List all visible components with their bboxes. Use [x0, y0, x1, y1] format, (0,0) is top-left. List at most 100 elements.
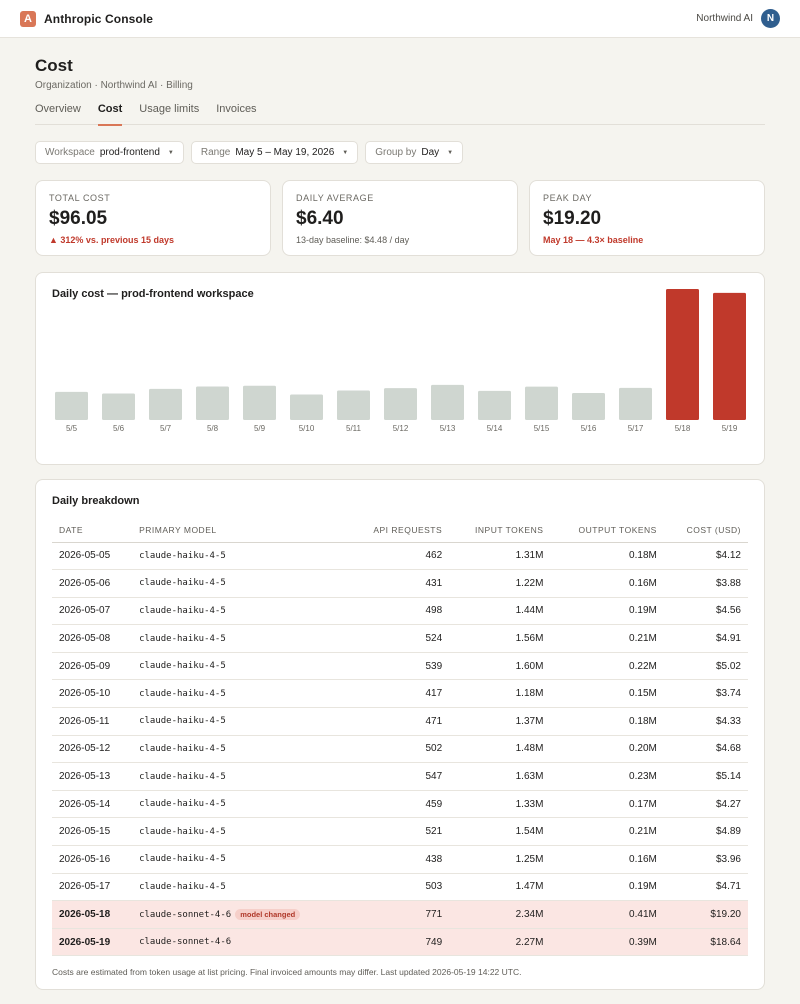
tab-cost[interactable]: Cost: [97, 103, 123, 126]
table-row[interactable]: 2026-05-11 claude-haiku-4-5 471 1.37M 0.18M $…: [52, 707, 748, 736]
bar-5-15[interactable]: [525, 386, 558, 420]
avatar[interactable]: N: [761, 9, 780, 28]
table-row[interactable]: 2026-05-12 claude-haiku-4-5 502 1.48M 0.20M $…: [52, 735, 748, 764]
model-cell: claude-haiku-4-5: [132, 569, 348, 598]
cost-cell: $4.56: [663, 597, 748, 626]
column-header-input-tokens: INPUT TOKENS: [449, 519, 551, 543]
cost-cell: $4.12: [663, 542, 748, 571]
bar-5-10[interactable]: [290, 394, 323, 420]
stat-card-total-cost: TOTAL COST $96.05 ▲ 312% vs. previous 15 d…: [35, 180, 271, 256]
x-tick-label: 5/14: [487, 424, 503, 433]
api-requests-cell: 502: [347, 735, 450, 764]
anthropic-logo-icon: A: [20, 10, 36, 27]
chevron-down-icon: ▼: [167, 149, 174, 156]
app-name: Anthropic Console: [44, 11, 154, 26]
cost-cell: $3.74: [663, 679, 748, 709]
api-requests-cell: 771: [347, 900, 450, 929]
bar-5-16[interactable]: [572, 392, 605, 420]
table-row[interactable]: 2026-05-09 claude-haiku-4-5 539 1.60M 0.22M $…: [52, 652, 748, 681]
bar-5-14[interactable]: [478, 390, 511, 420]
bar-5-13[interactable]: [431, 384, 464, 420]
bar-5-6[interactable]: [102, 393, 135, 420]
bar-5-5[interactable]: [55, 391, 88, 420]
input-tokens-cell: 1.63M: [449, 762, 551, 791]
model-name: claude-sonnet-4-6: [139, 910, 232, 921]
stat-label: DAILY AVERAGE: [296, 193, 374, 203]
model-cell: claude-haiku-4-5: [132, 679, 348, 709]
x-tick-label: 5/7: [160, 424, 172, 433]
table-row[interactable]: 2026-05-06 claude-haiku-4-5 431 1.22M 0.16M $…: [52, 569, 748, 598]
stat-note: ▲ 312% vs. previous 15 days: [49, 235, 174, 245]
model-cell: claude-haiku-4-5: [132, 542, 348, 571]
org-switcher[interactable]: Northwind AI N: [696, 9, 780, 28]
table-row[interactable]: 2026-05-18 claude-sonnet-4-6 model changed…: [52, 900, 748, 929]
filter-label: Workspace: [45, 147, 95, 158]
bar-5-11[interactable]: [337, 390, 370, 420]
date-cell: 2026-05-14: [52, 790, 133, 819]
model-cell: claude-haiku-4-5: [132, 624, 348, 653]
model-cell: claude-haiku-4-5: [132, 845, 348, 874]
stat-value: $6.40: [296, 208, 344, 229]
output-tokens-cell: 0.21M: [550, 624, 664, 653]
brand[interactable]: A Anthropic Console: [20, 10, 154, 27]
bar-5-9[interactable]: [243, 385, 276, 420]
model-cell: claude-sonnet-4-6 model changed: [132, 900, 348, 929]
breadcrumb: Organization · Northwind AI · Billing: [35, 80, 193, 91]
table-title: Daily breakdown: [52, 495, 140, 507]
table-row[interactable]: 2026-05-14 claude-haiku-4-5 459 1.33M 0.17M $…: [52, 790, 748, 819]
api-requests-cell: 547: [347, 762, 450, 791]
input-tokens-cell: 1.37M: [449, 707, 551, 736]
table-row[interactable]: 2026-05-16 claude-haiku-4-5 438 1.25M 0.16M $…: [52, 845, 748, 874]
bar-5-12[interactable]: [384, 388, 417, 420]
filter-value: prod-frontend: [99, 147, 160, 158]
chevron-down-icon: ▼: [342, 149, 349, 156]
table-row[interactable]: 2026-05-13 claude-haiku-4-5 547 1.63M 0.23M $…: [52, 762, 748, 791]
output-tokens-cell: 0.22M: [550, 652, 664, 681]
input-tokens-cell: 1.44M: [449, 597, 551, 626]
model-cell: claude-haiku-4-5: [132, 790, 348, 819]
x-tick-label: 5/12: [393, 424, 409, 433]
table-row[interactable]: 2026-05-07 claude-haiku-4-5 498 1.44M 0.19M $…: [52, 597, 748, 626]
model-cell: claude-sonnet-4-6: [132, 928, 348, 957]
cost-cell: $4.33: [663, 707, 748, 736]
date-cell: 2026-05-09: [52, 652, 133, 681]
table-row[interactable]: 2026-05-05 claude-haiku-4-5 462 1.31M 0.18M $…: [52, 542, 748, 571]
input-tokens-cell: 2.34M: [449, 900, 551, 929]
column-header-primary-model: PRIMARY MODEL: [132, 519, 348, 543]
table-row[interactable]: 2026-05-17 claude-haiku-4-5 503 1.47M 0.19M $…: [52, 873, 748, 902]
date-cell: 2026-05-05: [52, 542, 133, 571]
bar-5-19[interactable]: [713, 292, 746, 420]
table-row[interactable]: 2026-05-08 claude-haiku-4-5 524 1.56M 0.21M $…: [52, 624, 748, 653]
input-tokens-cell: 1.56M: [449, 624, 551, 653]
tab-usage-limits[interactable]: Usage limits: [139, 103, 200, 115]
tab-invoices[interactable]: Invoices: [216, 103, 257, 115]
filter-group-by[interactable]: Group by Day ▼: [365, 141, 464, 164]
bar-5-17[interactable]: [619, 387, 652, 420]
filter-workspace[interactable]: Workspace prod-frontend ▼: [35, 141, 184, 164]
bar-5-8[interactable]: [196, 386, 229, 420]
date-cell: 2026-05-13: [52, 762, 133, 791]
model-name: claude-haiku-4-5: [139, 771, 226, 782]
date-cell: 2026-05-08: [52, 624, 133, 653]
bar-5-7[interactable]: [149, 388, 182, 420]
model-name: claude-haiku-4-5: [139, 688, 226, 699]
table-row[interactable]: 2026-05-10 claude-haiku-4-5 417 1.18M 0.15M $…: [52, 679, 748, 709]
tab-overview[interactable]: Overview: [35, 103, 81, 115]
api-requests-cell: 431: [347, 569, 450, 598]
date-cell: 2026-05-17: [52, 873, 133, 902]
x-tick-label: 5/8: [207, 424, 219, 433]
filter-range[interactable]: Range May 5 – May 19, 2026 ▼: [190, 141, 359, 164]
api-requests-cell: 459: [347, 790, 450, 819]
output-tokens-cell: 0.39M: [550, 928, 664, 957]
output-tokens-cell: 0.19M: [550, 597, 664, 626]
table-row[interactable]: 2026-05-15 claude-haiku-4-5 521 1.54M 0.21M $…: [52, 817, 748, 847]
x-tick-label: 5/13: [440, 424, 456, 433]
stat-value: $96.05: [49, 208, 108, 229]
column-header-cost-usd: COST (USD): [663, 519, 748, 543]
table-row[interactable]: 2026-05-19 claude-sonnet-4-6 749 2.27M 0.39M…: [52, 928, 748, 957]
model-name: claude-haiku-4-5: [139, 799, 226, 810]
bar-5-18[interactable]: [666, 289, 699, 420]
filter-bar: Workspace prod-frontend ▼ Range May 5 – May …: [35, 141, 765, 164]
cost-cell: $4.71: [663, 873, 748, 902]
x-tick-label: 5/5: [66, 424, 78, 433]
